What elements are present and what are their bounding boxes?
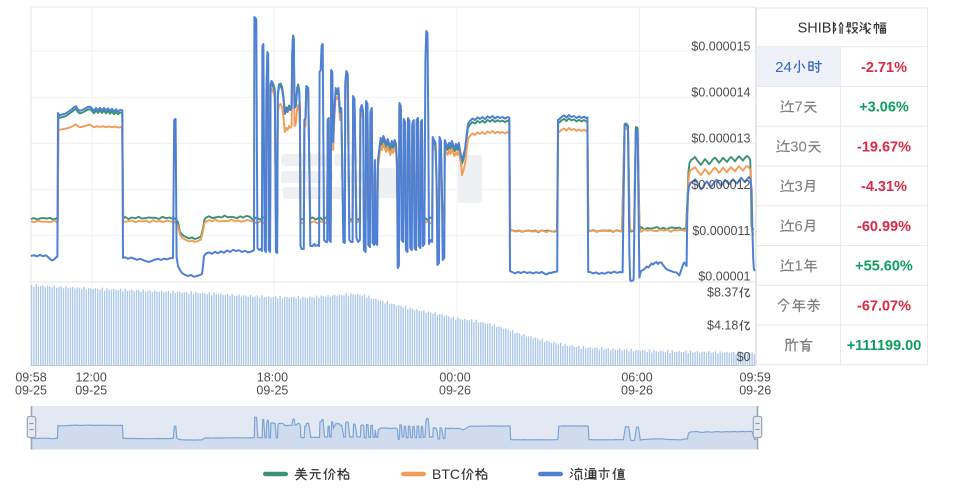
svg-text:$8.37: $8.37	[707, 285, 738, 299]
svg-text:7: 7	[794, 99, 802, 116]
svg-text:-67.07%: -67.07%	[857, 298, 911, 314]
svg-text:1: 1	[794, 258, 802, 275]
svg-text:SHIB: SHIB	[798, 21, 832, 37]
svg-text:+3.06%: +3.06%	[859, 100, 909, 116]
svg-text:$0.000012: $0.000012	[691, 178, 750, 192]
svg-text:09-25: 09-25	[256, 384, 288, 398]
svg-text:12:00: 12:00	[76, 371, 107, 385]
svg-text:$0.000014: $0.000014	[691, 86, 750, 100]
svg-text:09-26: 09-26	[439, 384, 471, 398]
svg-text:-4.31%: -4.31%	[861, 179, 907, 195]
svg-text:+111199.00: +111199.00	[847, 338, 922, 354]
svg-text:6: 6	[794, 218, 802, 235]
svg-text:09-25: 09-25	[15, 384, 47, 398]
svg-text:$0.000015: $0.000015	[691, 39, 750, 53]
svg-text:18:00: 18:00	[257, 371, 288, 385]
svg-text:$0.00001: $0.00001	[698, 269, 750, 283]
svg-text:-19.67%: -19.67%	[857, 139, 911, 155]
svg-text:$0.000013: $0.000013	[691, 132, 750, 146]
svg-text:+55.60%: +55.60%	[855, 259, 913, 275]
svg-text:3: 3	[794, 178, 802, 195]
svg-text:06:00: 06:00	[621, 371, 652, 385]
svg-text:09:59: 09:59	[740, 371, 771, 385]
svg-text:09-26: 09-26	[621, 384, 653, 398]
svg-text:09:58: 09:58	[15, 371, 46, 385]
svg-text:-2.71%: -2.71%	[861, 60, 907, 76]
svg-text:$0.000011: $0.000011	[692, 224, 750, 238]
svg-text:24: 24	[775, 59, 792, 76]
svg-text:30: 30	[790, 138, 807, 155]
svg-text:09-26: 09-26	[739, 384, 771, 398]
svg-text:-60.99%: -60.99%	[857, 219, 911, 235]
svg-text:$4.18: $4.18	[707, 318, 738, 332]
svg-text:BTC: BTC	[432, 466, 460, 482]
svg-text:$0: $0	[737, 350, 751, 364]
svg-text:09-25: 09-25	[75, 384, 107, 398]
svg-text:00:00: 00:00	[439, 371, 470, 385]
